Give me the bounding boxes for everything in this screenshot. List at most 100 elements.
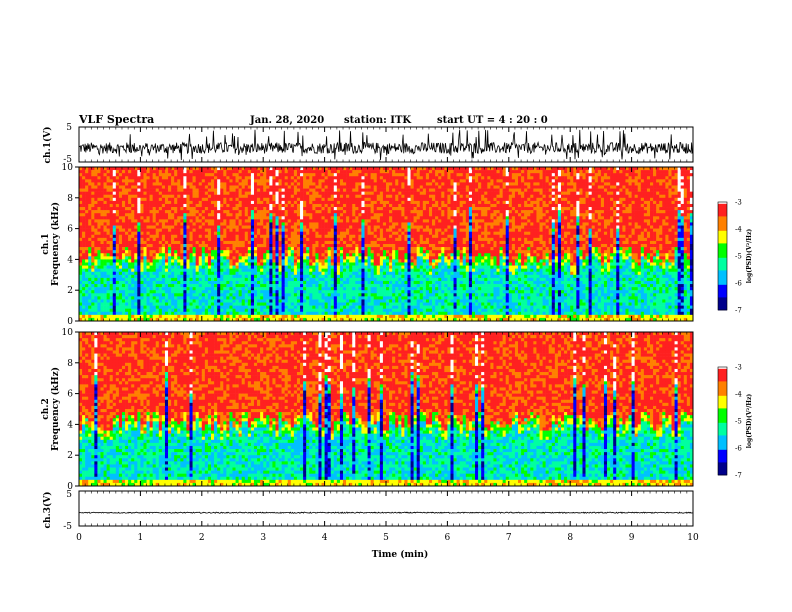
- ch1-spectrogram-cell: [164, 305, 169, 309]
- ch1-spectrogram-cell: [100, 170, 104, 174]
- ch1-spectrogram-cell: [352, 197, 356, 202]
- ch1-spectrogram-cell: [300, 274, 304, 279]
- ch1-spectrogram-cell: [174, 284, 178, 288]
- ch1-spectrogram-cell: [97, 268, 101, 273]
- ch1-spectrogram-cell: [168, 253, 172, 257]
- ch1-spectrogram-cell: [330, 216, 335, 220]
- ch1-spectrogram-cell: [355, 259, 359, 263]
- ch1-spectrogram-cell: [333, 210, 338, 214]
- ch1-spectrogram-cell: [79, 194, 83, 199]
- ch1-spectrogram-cell: [214, 314, 218, 319]
- ch1-spectrogram-cell: [226, 247, 230, 251]
- ch1-spectrogram-cell: [204, 188, 209, 192]
- ch1-spectrogram-cell: [238, 210, 243, 214]
- ch1-spectrogram-cell: [379, 296, 384, 300]
- ch1-spectrogram-cell: [143, 299, 147, 303]
- ch1-spectrogram-cell: [214, 317, 218, 322]
- ch1-spectrogram-cell: [131, 311, 135, 316]
- ch1-spectrogram-cell: [241, 268, 246, 273]
- ch1-spectrogram-cell: [155, 200, 160, 205]
- ch1-spectrogram-cell: [125, 311, 129, 316]
- ch1-spectrogram-cell: [140, 203, 144, 208]
- ch1-spectrogram-cell: [128, 250, 132, 254]
- ch1-spectrogram-cell: [137, 262, 141, 266]
- ch1-spectrogram-cell: [115, 280, 120, 285]
- ch1-spectrogram-cell: [79, 210, 83, 214]
- ch1-spectrogram-cell: [235, 219, 239, 223]
- ch1-spectrogram-cell: [186, 176, 190, 180]
- ch1-spectrogram-cell: [180, 305, 184, 309]
- ch1-spectrogram-cell: [358, 262, 362, 266]
- ch1-spectrogram-cell: [275, 250, 279, 254]
- ch1-spectrogram-cell: [125, 293, 129, 297]
- ch1-spectrogram-cell: [177, 194, 181, 199]
- ch1-spectrogram-cell: [201, 240, 206, 245]
- ch1-spectrogram-cell: [161, 253, 166, 257]
- ch1-spectrogram-cell: [217, 299, 221, 303]
- ch1-spectrogram-cell: [223, 247, 227, 251]
- ch1-spectrogram-cell: [260, 207, 264, 211]
- ch1-spectrogram-cell: [247, 317, 252, 322]
- ch1-spectrogram-cell: [275, 247, 279, 251]
- ch1-spectrogram-cell: [217, 191, 221, 196]
- ch1-spectrogram-cell: [238, 222, 243, 226]
- ch1-spectrogram-cell: [343, 287, 347, 291]
- ch1-spectrogram-cell: [263, 194, 267, 199]
- ch1-spectrogram-cell: [339, 240, 344, 245]
- ch1-spectrogram-cell: [349, 314, 353, 319]
- ch1-spectrogram-cell: [257, 305, 261, 309]
- ch1-spectrogram-cell: [125, 240, 129, 245]
- ch1-spectrogram-cell: [161, 234, 166, 239]
- ch1-spectrogram-cell: [336, 216, 341, 220]
- ch1-spectrogram-cell: [312, 194, 316, 199]
- ch1-spectrogram-cell: [376, 216, 381, 220]
- ch1-spectrogram-cell: [82, 308, 86, 313]
- ch1-spectrogram-cell: [303, 194, 307, 199]
- ch1-spectrogram-cell: [232, 308, 236, 313]
- ch1-spectrogram-cell: [370, 271, 375, 276]
- ch1-spectrogram-cell: [97, 314, 101, 319]
- ch1-spectrogram-cell: [275, 268, 279, 273]
- ch1-spectrogram-cell: [201, 228, 206, 232]
- ch1-spectrogram-cell: [211, 231, 215, 236]
- ch1-spectrogram-cell: [100, 219, 104, 223]
- ch1-spectrogram-cell: [306, 173, 310, 177]
- ch1-spectrogram-cell: [100, 203, 104, 208]
- ch1-spectrogram-cell: [382, 271, 387, 276]
- ch1-spectrogram-cell: [367, 207, 371, 211]
- ch1-spectrogram-cell: [146, 299, 150, 303]
- ch1-spectrogram-cell: [100, 225, 104, 229]
- ch1-spectrogram-cell: [327, 194, 332, 199]
- ch1-spectrogram-cell: [91, 253, 95, 257]
- ch1-spectrogram-cell: [266, 231, 270, 236]
- ch1-spectrogram-cell: [189, 284, 193, 288]
- ch1-spectrogram-cell: [177, 259, 181, 263]
- ch1-spectrogram-cell: [207, 262, 212, 266]
- ch1-spectrogram-cell: [293, 259, 298, 263]
- ch1-spectrogram-cell: [257, 182, 261, 186]
- ch1-spectrogram-cell: [364, 256, 368, 260]
- ch1-spectrogram-cell: [284, 167, 289, 171]
- ch1-spectrogram-cell: [379, 265, 384, 269]
- ch1-spectrogram-cell: [103, 188, 107, 192]
- ch1-spectrogram-cell: [88, 293, 92, 297]
- ch1-spectrogram-cell: [330, 203, 335, 208]
- ch1-spectrogram-cell: [134, 200, 138, 205]
- ch1-spectrogram-cell: [253, 268, 258, 273]
- ch1-spectrogram-cell: [263, 287, 267, 291]
- ch1-spectrogram-cell: [315, 271, 319, 276]
- ch1-spectrogram-cell: [186, 219, 190, 223]
- ch1-spectrogram-cell: [272, 203, 276, 208]
- ch1-spectrogram-cell: [290, 290, 295, 294]
- ch1-spectrogram-cell: [324, 176, 328, 180]
- ch1-spectrogram-cell: [115, 271, 120, 276]
- ch1-spectrogram-cell: [339, 185, 344, 189]
- ch1-spectrogram-cell: [112, 271, 117, 276]
- ch1-spectrogram-cell: [296, 170, 301, 174]
- ch1-spectrogram-cell: [284, 256, 289, 260]
- ch1-spectrogram-cell: [217, 293, 221, 297]
- ch1-spectrogram-cell: [106, 237, 110, 242]
- ch1-spectrogram-cell: [161, 216, 166, 220]
- ch1-spectrogram-cell: [183, 173, 187, 177]
- ch1-spectrogram-cell: [118, 237, 123, 242]
